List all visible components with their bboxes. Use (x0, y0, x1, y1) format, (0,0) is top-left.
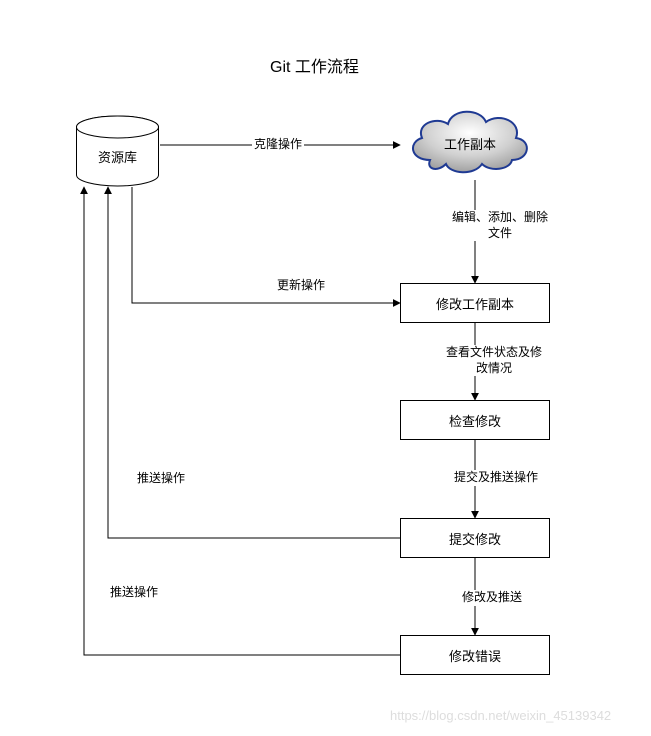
edge-label-e_edit: 编辑、添加、删除文件 (448, 210, 552, 241)
edge-label-e_status: 查看文件状态及修改情况 (442, 345, 546, 376)
node-commit-mod: 提交修改 (400, 518, 550, 558)
edges-layer (0, 0, 651, 736)
edge-label-e_push1: 推送操作 (135, 471, 187, 487)
diagram-canvas: Git 工作流程 资源库 工作副本 修改工作副本 检查修改 提交修改 修改错误 (0, 0, 651, 736)
watermark: https://blog.csdn.net/weixin_45139342 (390, 708, 611, 723)
node-modify-copy: 修改工作副本 (400, 283, 550, 323)
node-working-copy-label: 工作副本 (400, 134, 540, 153)
edge-label-e_update: 更新操作 (275, 278, 327, 294)
edge-label-e_fix_push: 修改及推送 (460, 590, 524, 606)
node-repo: 资源库 (75, 115, 160, 200)
edge-label-e_push2: 推送操作 (108, 585, 160, 601)
node-repo-label: 资源库 (75, 147, 160, 166)
node-working-copy: 工作副本 (400, 100, 540, 190)
edge-label-e_clone: 克隆操作 (252, 137, 304, 153)
edge-label-e_commit_push: 提交及推送操作 (452, 470, 540, 486)
node-check-mod: 检查修改 (400, 400, 550, 440)
diagram-title: Git 工作流程 (270, 53, 359, 77)
edge-e_update (132, 187, 400, 303)
node-fix-error: 修改错误 (400, 635, 550, 675)
